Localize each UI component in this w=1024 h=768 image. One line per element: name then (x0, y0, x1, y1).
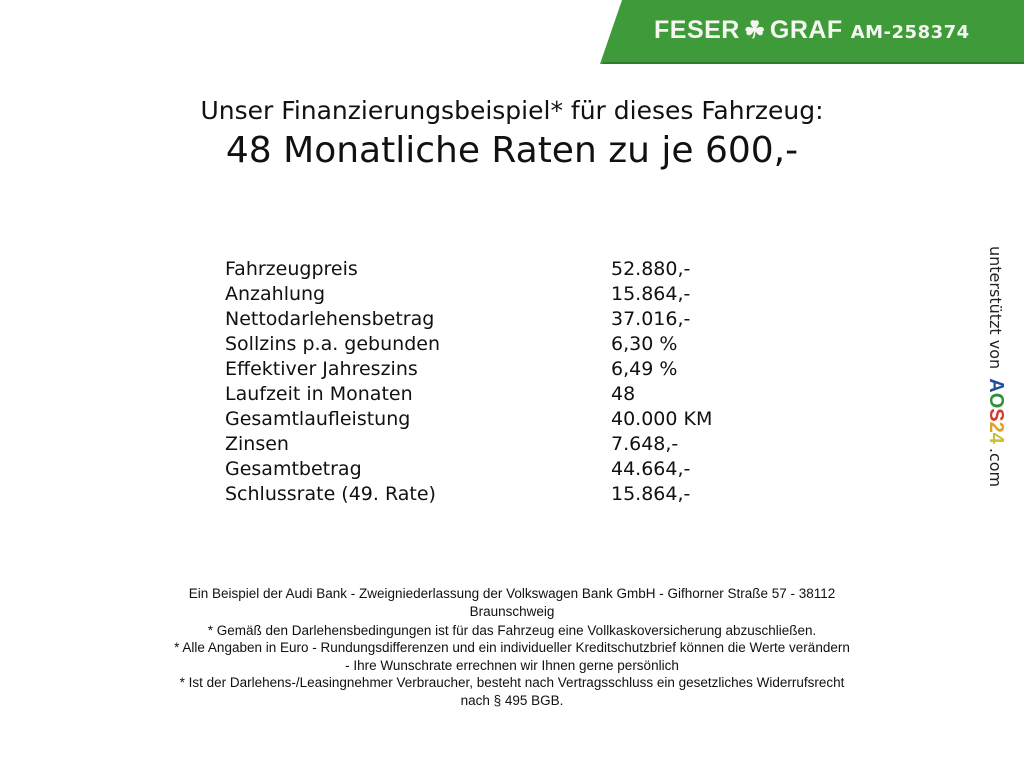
logo-letter: 4 (985, 432, 1007, 444)
row-label: Effektiver Jahreszins (225, 358, 418, 380)
listing-id: AM-258374 (850, 22, 970, 43)
row-value: 40.000 KM (611, 408, 713, 430)
row-value: 6,49 % (611, 358, 678, 380)
row-label: Laufzeit in Monaten (225, 383, 413, 405)
footer-line: * Gemäß den Darlehensbedingungen ist für… (207, 623, 817, 638)
supported-by-text: unterstützt von (986, 246, 1005, 370)
row-value: 48 (611, 383, 636, 405)
logo-letter: O (985, 392, 1007, 409)
row-label: Schlussrate (49. Rate) (225, 483, 436, 505)
row-label: Gesamtlaufleistung (225, 408, 411, 430)
row-label: Gesamtbetrag (225, 458, 362, 480)
footer-line: Ein Beispiel der Audi Bank - Zweignieder… (188, 586, 836, 601)
footer-line: - Ihre Wunschrate errechnen wir Ihnen ge… (345, 658, 679, 673)
page-title: Unser Finanzierungsbeispiel* für dieses … (200, 96, 824, 125)
row-value: 37.016,- (611, 308, 691, 330)
row-value: 15.864,- (611, 483, 691, 505)
brand-name-right: GRAF (769, 16, 843, 44)
row-value: 7.648,- (611, 433, 679, 455)
brand-name-left: FESER (654, 16, 740, 44)
row-value: 6,30 % (611, 333, 678, 355)
row-label: Nettodarlehensbetrag (225, 308, 435, 330)
footer-line: Braunschweig (469, 604, 555, 619)
row-value: 52.880,- (611, 258, 691, 280)
banner-divider (603, 62, 1024, 64)
aos24-logo: AOS24 (985, 378, 1007, 444)
row-value: 44.664,- (611, 458, 691, 480)
footer-line: * Ist der Darlehens-/Leasingnehmer Verbr… (179, 675, 845, 690)
brand-logo: FESER ☘ GRAF AM-258374 (654, 16, 970, 45)
logo-letter: S (985, 408, 1007, 422)
row-label: Zinsen (225, 433, 289, 455)
row-label: Anzahlung (225, 283, 326, 305)
domain-suffix: .com (986, 447, 1005, 488)
clover-icon: ☘ (743, 17, 766, 44)
brand-banner (600, 0, 1024, 64)
legal-footer: Ein Beispiel der Audi Bank - Zweignieder… (0, 586, 1024, 710)
monthly-rate-headline: 48 Monatliche Raten zu je 600,- (225, 130, 799, 171)
row-value: 15.864,- (611, 283, 691, 305)
row-label: Fahrzeugpreis (225, 258, 358, 280)
supported-by-note: unterstützt von AOS24 .com (984, 246, 1007, 487)
row-label: Sollzins p.a. gebunden (225, 333, 440, 355)
logo-letter: 2 (985, 421, 1007, 433)
footer-line: * Alle Angaben in Euro - Rundungsdiffere… (174, 640, 850, 655)
footer-line: nach § 495 BGB. (460, 693, 564, 708)
logo-letter: A (985, 378, 1007, 393)
